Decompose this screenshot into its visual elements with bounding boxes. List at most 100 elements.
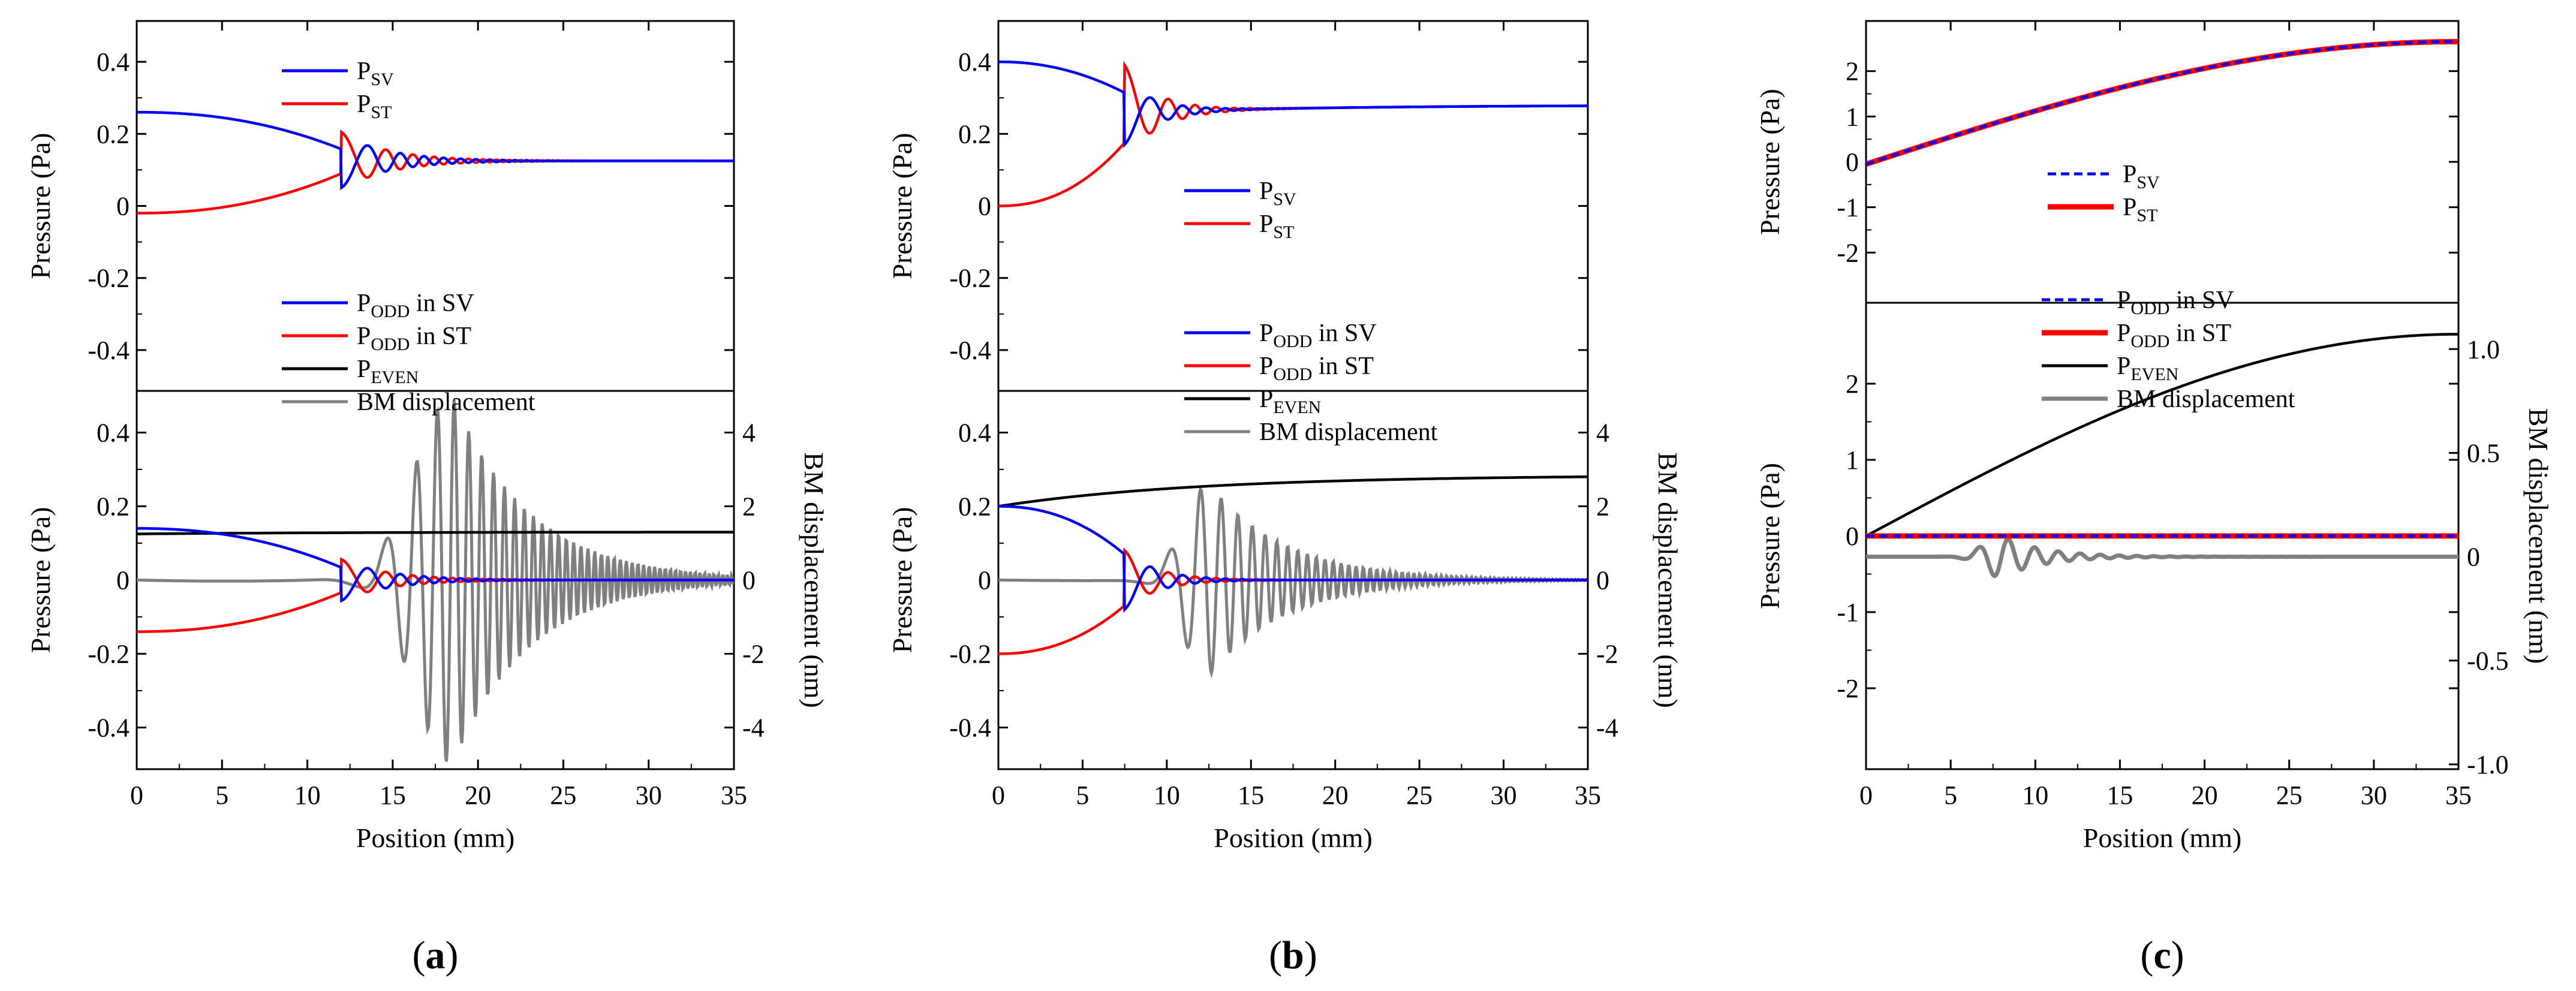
y2-tick-label: 0 xyxy=(2467,543,2480,572)
panel-label: (a) xyxy=(413,933,459,977)
panel-label-close: ) xyxy=(2171,933,2184,977)
series-p-st xyxy=(1866,39,2458,167)
legend-sub: ST xyxy=(371,103,392,122)
y-tick-label: 0.2 xyxy=(97,492,130,522)
y-tick-label: -2 xyxy=(1837,238,1859,267)
x-axis-label: Position (mm) xyxy=(356,823,515,853)
y-axis-label: Pressure (Pa) xyxy=(887,133,917,279)
x-tick-label: 5 xyxy=(1076,781,1089,810)
legend-sub: EVEN xyxy=(371,368,419,387)
legend-main: BM displacement xyxy=(1259,418,1438,446)
series-p-odd-sv xyxy=(137,527,734,603)
panel-label: (c) xyxy=(2140,933,2184,977)
y-tick-label: -0.4 xyxy=(949,336,991,365)
legend-sub: ODD xyxy=(2130,332,2169,351)
legend-main: BM displacement xyxy=(357,388,535,416)
legend-label: PEVEN xyxy=(2117,353,2178,384)
legend-label: PODD in ST xyxy=(1259,353,1374,384)
y-tick-label: -0.2 xyxy=(949,640,991,669)
legend-main: P xyxy=(1259,385,1273,413)
y-tick-label: 0.4 xyxy=(97,418,130,448)
series-p-st xyxy=(137,129,734,215)
bottom-axes-b: 0.4 0.2 0 -0.2 -0.4 Pressure (Pa) 4 2 0 -2 -4 BM di… xyxy=(887,320,1683,743)
legend-sub: SV xyxy=(371,70,394,89)
legend-main: P xyxy=(1259,353,1273,380)
legend-sub: ODD xyxy=(1273,332,1312,351)
y2-tick-label: 2 xyxy=(742,492,756,522)
legend-tail: in ST xyxy=(2169,320,2231,347)
x-tick-label: 35 xyxy=(1575,781,1601,810)
y-tick-label: 0 xyxy=(116,566,130,595)
x-tick-label: 5 xyxy=(215,781,228,810)
plot-frame xyxy=(997,20,1589,770)
y-tick-label: 0.4 xyxy=(958,418,991,448)
legend-label: PST xyxy=(2123,194,2157,225)
series-p-even xyxy=(1866,333,2458,537)
legend-main: P xyxy=(2117,287,2130,314)
panel-label-open: ( xyxy=(1269,933,1282,977)
y-tick-label: 1 xyxy=(1846,445,1859,475)
x-axis-label: Position (mm) xyxy=(1214,823,1373,853)
y-tick-label: 2 xyxy=(1846,369,1859,399)
series-p-sv xyxy=(137,110,734,191)
x-tick-label: 0 xyxy=(992,781,1005,810)
y2-tick-label: 2 xyxy=(1596,492,1609,522)
legend-label: PODD in SV xyxy=(357,290,474,321)
x-tick-label: 15 xyxy=(1238,781,1264,810)
y-tick-label: -0.2 xyxy=(949,264,991,293)
y2-tick-label: 4 xyxy=(742,418,756,448)
x-tick-label: 20 xyxy=(1322,781,1349,810)
y-tick-label: 0.4 xyxy=(958,47,991,77)
series-bm-displacement xyxy=(137,400,734,762)
panel-label-open: ( xyxy=(413,933,426,977)
legend-label: PEVEN xyxy=(357,356,419,387)
panel-label-close: ) xyxy=(446,933,459,977)
legend-label: PODD in ST xyxy=(357,323,471,354)
y-tick-label: 0 xyxy=(116,192,130,221)
series-p-st xyxy=(998,61,1588,207)
legend-sub: ODD xyxy=(2130,299,2169,318)
x-tick-label: 15 xyxy=(2106,781,2133,810)
series-p-sv xyxy=(1866,40,2458,166)
y2-tick-label: 0.5 xyxy=(2467,438,2500,468)
legend-label: PODD in SV xyxy=(1259,320,1377,351)
legend-main: P xyxy=(1259,177,1273,205)
legend-tail: in SV xyxy=(2169,287,2234,314)
y-tick-label: -0.2 xyxy=(88,640,130,669)
legend-sub: ST xyxy=(2136,206,2157,225)
y-tick-label: -0.4 xyxy=(88,713,130,743)
y2-tick-label: -2 xyxy=(742,640,765,669)
legend-main: P xyxy=(357,91,371,118)
y-axis-label: Pressure (Pa) xyxy=(1755,89,1785,235)
y-tick-label: 0.4 xyxy=(97,47,130,77)
x-tick-label: 30 xyxy=(2361,781,2387,810)
legend-label: PODD in ST xyxy=(2117,320,2231,351)
x-tick-label: 0 xyxy=(1859,781,1873,810)
y-axis-label: Pressure (Pa) xyxy=(1755,463,1785,609)
legend-label: PST xyxy=(1259,210,1294,242)
x-axis-label: Position (mm) xyxy=(2083,823,2242,853)
y2-axis-label: BM displacement (nm) xyxy=(799,452,829,708)
series-bm-displacement xyxy=(1866,537,2458,579)
legend-label: PSV xyxy=(1259,177,1296,209)
x-tick-label: 30 xyxy=(1491,781,1517,810)
legend-main: P xyxy=(1259,210,1273,238)
series-p-odd-sv xyxy=(998,505,1588,613)
y-tick-label: 0.2 xyxy=(97,119,130,149)
y-tick-label: -1 xyxy=(1837,598,1859,627)
y-tick-label: 0.2 xyxy=(958,119,991,149)
y2-tick-label: -4 xyxy=(1596,713,1618,743)
panel-label-close: ) xyxy=(1304,933,1317,977)
x-tick-label: 10 xyxy=(294,781,321,810)
y-tick-label: -0.4 xyxy=(88,336,130,365)
y2-tick-label: -4 xyxy=(742,713,765,743)
x-tick-label: 35 xyxy=(721,781,747,810)
y-tick-label: 0 xyxy=(978,192,991,221)
